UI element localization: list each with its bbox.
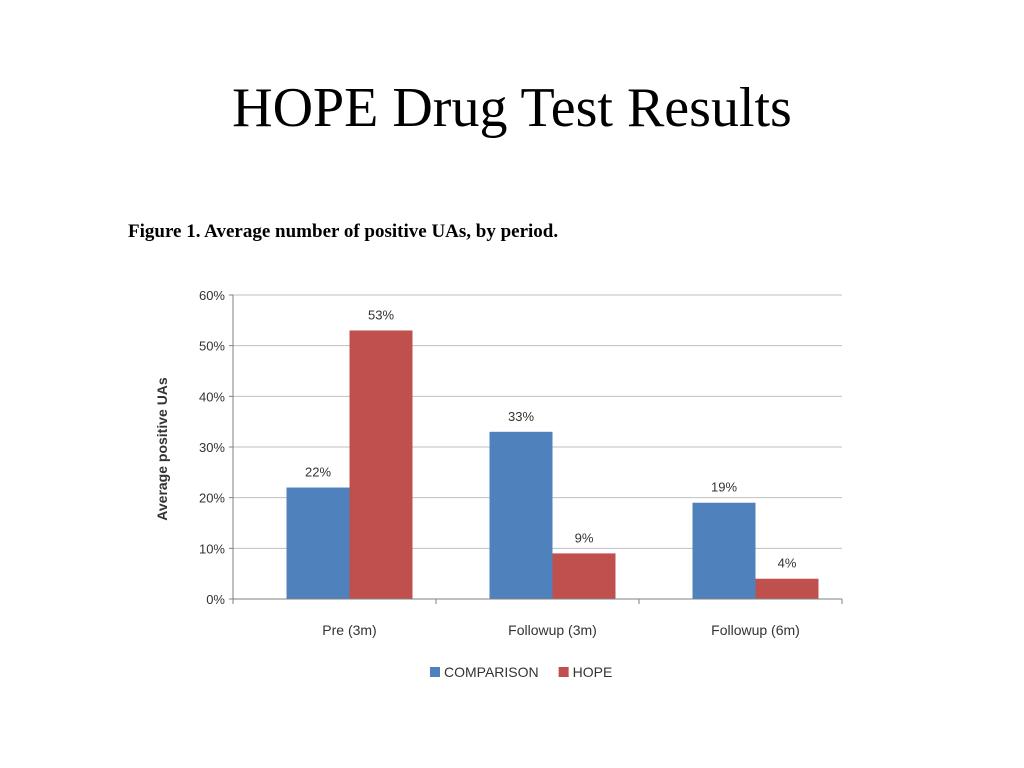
axes: 0% 10% 20% 30% 40% 50% 60% Pre (3m) Followup (3m… [154,288,843,638]
legend-label-hope: HOPE [573,664,613,680]
data-label: 53% [368,307,394,322]
y-tick-label: 40% [199,389,225,404]
bar-hope-0 [349,330,413,599]
data-label: 9% [575,530,594,545]
data-labels: 22% 53% 33% 9% 19% 4% [305,307,797,570]
bar-comparison-1 [489,431,553,599]
y-tick-label: 50% [199,339,225,354]
data-label: 33% [508,409,534,424]
bar-hope-2 [755,578,819,599]
y-tick-label: 20% [199,491,225,506]
y-tick-label: 30% [199,440,225,455]
bar-hope-1 [552,553,616,599]
bar-comparison-0 [286,487,350,599]
data-label: 22% [305,465,331,480]
legend-swatch-comparison [430,667,440,677]
data-label: 19% [711,480,737,495]
x-category-label: Followup (6m) [711,622,800,638]
slide-title: HOPE Drug Test Results [232,77,792,139]
figure-caption: Figure 1. Average number of positive UAs… [128,221,559,242]
legend-label-comparison: COMPARISON [444,664,539,680]
y-tick-label: 10% [199,541,225,556]
y-tick-label: 0% [206,592,225,607]
legend: COMPARISON HOPE [430,664,612,680]
y-tick-label: 60% [199,288,225,303]
bar-comparison-2 [692,502,756,599]
x-category-label: Followup (3m) [508,622,597,638]
legend-swatch-hope [558,667,569,677]
data-label: 4% [778,556,797,571]
x-category-label: Pre (3m) [322,622,376,638]
bars [286,330,819,599]
y-axis-title: Average positive UAs [154,377,170,521]
